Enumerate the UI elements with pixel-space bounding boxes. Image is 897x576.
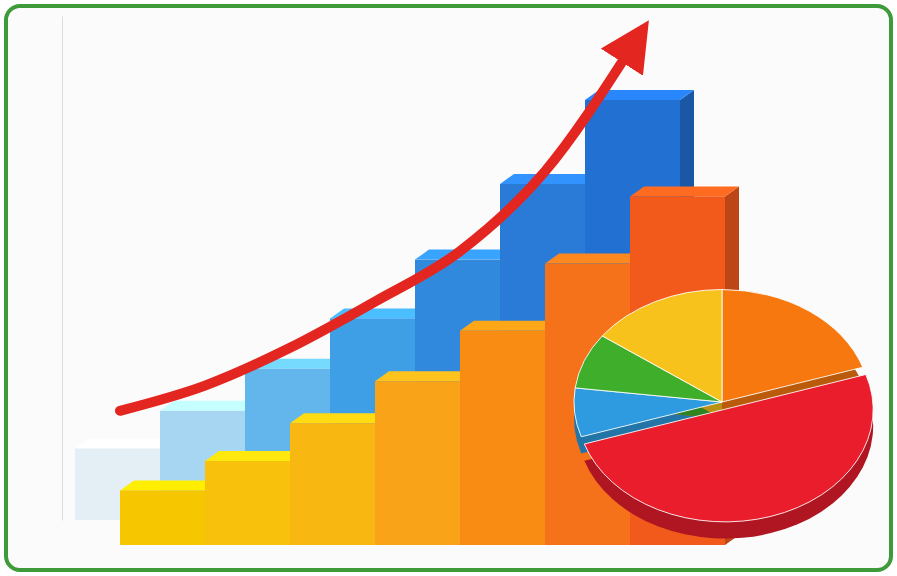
slice: [602, 290, 722, 402]
bar-face: [290, 423, 385, 545]
bar-face: [205, 461, 300, 545]
pie: [574, 290, 873, 539]
axis-line: [62, 17, 63, 521]
bar-top: [630, 186, 739, 196]
y-axis: [62, 17, 63, 521]
bar-face: [120, 490, 215, 545]
bar-face: [460, 331, 555, 545]
trend-arrow: [120, 50, 630, 411]
canvas: [0, 0, 897, 576]
bar-face: [375, 381, 470, 545]
frame: [6, 6, 891, 570]
